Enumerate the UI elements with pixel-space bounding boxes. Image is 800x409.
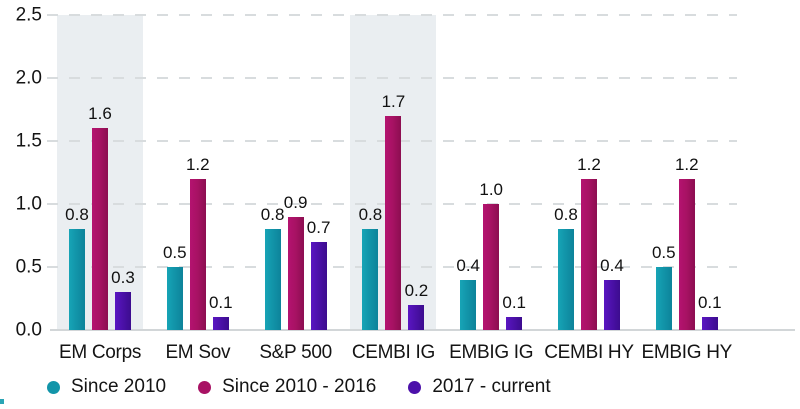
y-axis-tick-label: 0.0 [15, 319, 42, 341]
legend-item-since-2010-2016: Since 2010 - 2016 [198, 376, 376, 398]
bar-value-label: 1.2 [674, 154, 699, 174]
bar: 0.9 [284, 193, 307, 330]
bar: 0.1 [209, 293, 233, 330]
bar: 0.8 [261, 205, 284, 330]
bar-group-embig-ig: 0.4 1.0 0.1 [456, 15, 526, 330]
screenshot-edge-artifact [0, 399, 4, 404]
x-axis-line [50, 329, 795, 331]
bar: 0.5 [163, 243, 187, 330]
bar: 0.8 [359, 205, 382, 330]
bar-group-em-corps: 0.8 1.6 0.3 [65, 15, 135, 330]
bar-value-label: 0.1 [697, 293, 722, 313]
legend-item-since-2010: Since 2010 [47, 376, 166, 398]
legend-swatch-purple-icon [408, 380, 422, 394]
legend-item-2017-current: 2017 - current [408, 376, 551, 398]
bar-value-label: 0.8 [358, 205, 383, 225]
x-axis-category-label: CEMBI HY [544, 342, 634, 363]
y-axis-tick-label: 2.5 [15, 4, 42, 26]
bar: 0.5 [652, 243, 676, 330]
bar: 1.6 [88, 104, 112, 330]
x-axis-category-label: EM Sov [165, 342, 231, 363]
bar: 1.2 [577, 155, 601, 330]
x-axis-category-label: EM Corps [58, 342, 142, 363]
bar-value-label: 0.9 [283, 192, 308, 212]
bar-value-label: 0.1 [208, 293, 233, 313]
bar-value-label: 1.6 [88, 104, 112, 124]
legend: Since 2010 Since 2010 - 2016 2017 - curr… [47, 376, 551, 398]
bar: 0.4 [600, 256, 624, 330]
bar-value-label: 1.2 [185, 154, 210, 174]
bar-group-s-p-500: 0.8 0.9 0.7 [261, 15, 330, 330]
bar-value-label: 0.8 [554, 205, 578, 225]
bar: 0.1 [698, 293, 722, 330]
legend-label: Since 2010 [71, 376, 167, 397]
x-axis-category-label: S&P 500 [259, 342, 332, 363]
y-axis-tick-label: 1.5 [15, 130, 42, 152]
bar-group-cembi-hy: 0.8 1.2 0.4 [554, 15, 624, 330]
bar-value-label: 0.8 [65, 205, 89, 225]
bar-value-label: 0.2 [404, 280, 429, 300]
legend-label: Since 2010 - 2016 [222, 376, 377, 397]
bar: 0.7 [307, 218, 330, 330]
y-axis-tick-label: 0.5 [15, 256, 42, 278]
bar: 1.7 [382, 92, 405, 330]
bar: 1.2 [675, 155, 699, 330]
bar: 0.4 [456, 256, 480, 330]
bar: 0.2 [405, 281, 428, 330]
bar-value-label: 1.0 [479, 180, 503, 199]
x-axis-category-label: EMBIG IG [449, 342, 534, 363]
x-axis-category-label: CEMBI IG [351, 342, 435, 363]
bar-value-label: 1.7 [381, 91, 406, 111]
bar-value-label: 0.3 [111, 268, 135, 288]
y-axis-tick-label: 2.0 [15, 67, 42, 89]
bar-value-label: 0.5 [162, 243, 187, 262]
legend-swatch-teal-icon [47, 380, 60, 394]
bar: 1.2 [186, 155, 210, 330]
bar-value-label: 0.4 [456, 255, 480, 275]
gridline-y-2.5 [47, 14, 737, 16]
bar: 0.3 [111, 268, 135, 330]
bar: 0.1 [502, 293, 526, 330]
bar: 0.8 [65, 205, 89, 330]
bar-value-label: 1.2 [577, 154, 601, 174]
bar: 1.0 [479, 180, 503, 330]
legend-swatch-magenta-icon [198, 380, 212, 394]
y-axis-tick-label: 1.0 [15, 193, 42, 215]
bar-value-label: 0.7 [306, 217, 331, 237]
bar-group-cembi-ig: 0.8 1.7 0.2 [359, 15, 428, 330]
gridline-y-2.0 [47, 77, 737, 79]
x-axis-category-label: EMBIG HY [641, 342, 733, 363]
bar-group-embig-hy: 0.5 1.2 0.1 [652, 15, 722, 330]
bar-value-label: 0.4 [600, 255, 624, 275]
bar-group-em-sov: 0.5 1.2 0.1 [163, 15, 233, 330]
bar: 0.8 [554, 205, 578, 330]
bar-value-label: 0.8 [260, 205, 285, 225]
bar-value-label: 0.5 [651, 243, 676, 262]
legend-label: 2017 - current [432, 376, 551, 397]
bar-value-label: 0.1 [502, 293, 526, 313]
